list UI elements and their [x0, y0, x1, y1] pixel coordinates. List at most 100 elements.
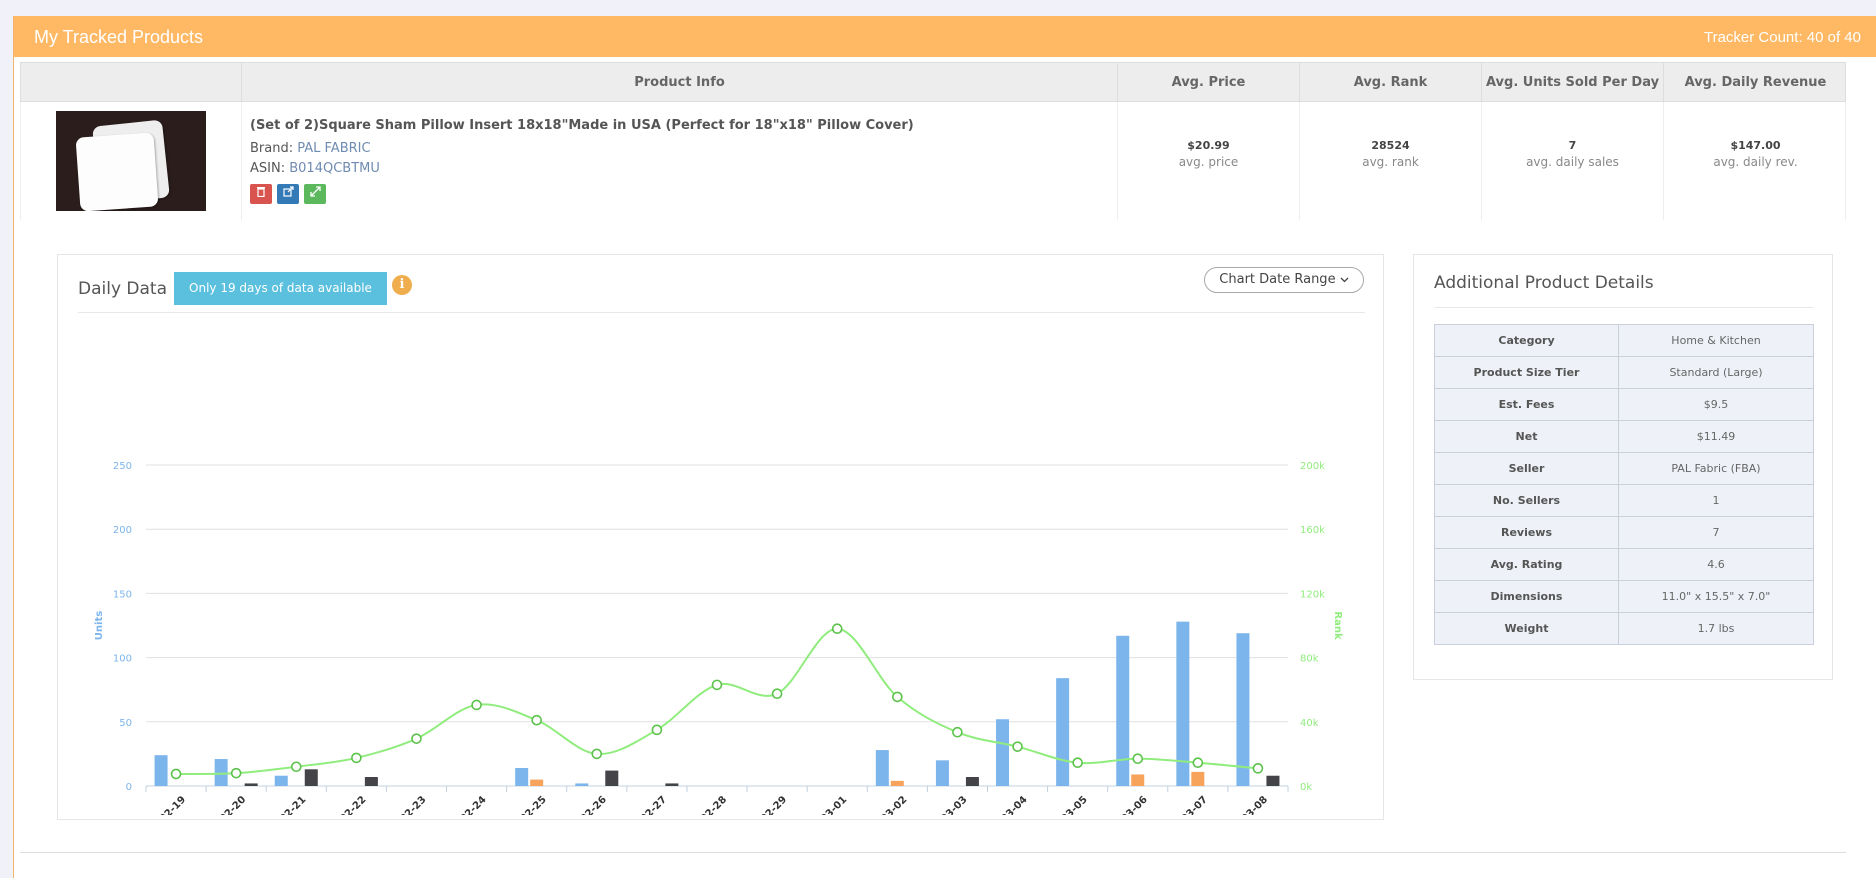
details-row: Avg. Rating 4.6 — [1434, 548, 1814, 581]
external-link-icon — [282, 186, 294, 197]
details-value: Standard (Large) — [1618, 356, 1814, 389]
y2-tick-label: 0k — [1300, 782, 1312, 793]
header-product-info: Product Info — [241, 63, 1117, 103]
daily-data-chart: 0 50 100 150 200 250 0k 40k 80k 120k 160k 200k Units… — [94, 461, 1343, 815]
avg-units-value: 7 — [1568, 139, 1577, 152]
rank-point — [591, 748, 603, 760]
x-tick-label: 2016-03-08 — [1217, 794, 1270, 815]
rank-point — [471, 699, 482, 711]
bar-dark — [965, 777, 979, 786]
product-image-cell — [21, 102, 241, 220]
x-tick-label: 2016-02-20 — [195, 794, 248, 815]
details-key: Weight — [1434, 612, 1619, 645]
x-tick-label: 2016-03-06 — [1097, 794, 1150, 815]
y2-tick-label: 40k — [1300, 718, 1319, 729]
details-key: Dimensions — [1434, 580, 1619, 613]
header-avg-price: Avg. Price — [1117, 63, 1299, 103]
y2-tick-label: 120k — [1300, 589, 1325, 600]
rank-point — [831, 623, 843, 635]
x-tick-label: 2016-02-26 — [556, 794, 609, 815]
details-value: Home & Kitchen — [1618, 324, 1814, 357]
details-key: Avg. Rating — [1434, 548, 1619, 581]
product-info-cell: (Set of 2)Square Sham Pillow Insert 18x1… — [241, 102, 1117, 220]
open-product-button[interactable] — [277, 184, 299, 204]
y-tick-label: 50 — [119, 718, 132, 729]
details-value: 7 — [1618, 516, 1814, 549]
table-row: (Set of 2)Square Sham Pillow Insert 18x1… — [20, 102, 1846, 220]
details-row: Reviews 7 — [1434, 516, 1814, 549]
bar-orange — [530, 779, 544, 786]
delete-button[interactable] — [250, 184, 272, 204]
x-tick-label: 2016-02-22 — [315, 794, 368, 815]
bar-dark — [244, 783, 258, 786]
x-tick-label: 2016-02-19 — [135, 794, 188, 815]
details-row: Category Home & Kitchen — [1434, 324, 1814, 357]
card-divider — [78, 312, 1365, 313]
details-row: Seller PAL Fabric (FBA) — [1434, 452, 1814, 485]
product-asin: ASIN: B014QCBTMU — [250, 161, 380, 176]
details-value: 1 — [1618, 484, 1814, 517]
bar-dark — [605, 770, 619, 786]
product-thumbnail[interactable] — [56, 111, 206, 211]
details-row: Net $11.49 — [1434, 420, 1814, 453]
info-icon[interactable]: i — [392, 275, 412, 295]
avg-rank-cell: 28524 avg. rank — [1299, 102, 1481, 220]
rank-point — [711, 679, 723, 691]
y-tick-label: 150 — [113, 589, 132, 600]
rank-line — [176, 627, 1259, 775]
bar-dark — [665, 783, 679, 786]
details-row: Weight 1.7 lbs — [1434, 612, 1814, 645]
pillow-front — [75, 132, 159, 211]
x-tick-label: 2016-02-27 — [616, 794, 669, 815]
bar-blue — [1236, 633, 1250, 786]
rank-point — [1072, 757, 1083, 769]
table-header: Product Info Avg. Price Avg. Rank Avg. U… — [20, 62, 1847, 103]
details-value: 4.6 — [1618, 548, 1814, 581]
x-tick-label: 2016-02-28 — [676, 794, 729, 815]
rank-point — [351, 752, 362, 764]
bar-blue — [575, 783, 589, 786]
details-row: Product Size Tier Standard (Large) — [1434, 356, 1814, 389]
rank-point — [892, 691, 903, 703]
asin-label: ASIN: — [250, 161, 286, 176]
details-value: 1.7 lbs — [1618, 612, 1814, 645]
avg-price-cell: $20.99 avg. price — [1117, 102, 1299, 220]
y2-tick-label: 200k — [1300, 461, 1325, 472]
daily-data-card: Daily Data Only 19 days of data availabl… — [57, 254, 1384, 820]
y2-axis-label: Rank — [1332, 611, 1343, 640]
avg-revenue-label: avg. daily rev. — [1713, 155, 1798, 169]
bar-dark — [304, 769, 318, 786]
details-title: Additional Product Details — [1434, 273, 1654, 293]
avg-units-cell: 7 avg. daily sales — [1481, 102, 1663, 220]
avg-units-label: avg. daily sales — [1526, 155, 1619, 169]
brand-link[interactable]: PAL FABRIC — [297, 141, 371, 156]
bar-orange — [1191, 771, 1205, 786]
x-tick-label: 2016-02-29 — [736, 794, 789, 815]
panel-title: My Tracked Products — [34, 27, 204, 47]
rank-point — [170, 768, 182, 780]
rank-point — [531, 714, 542, 726]
rank-point — [1192, 757, 1204, 769]
chart-date-range-label: Chart Date Range — [1219, 272, 1336, 287]
bar-dark — [1266, 775, 1280, 786]
y-tick-label: 100 — [113, 654, 132, 665]
expand-button[interactable] — [304, 184, 326, 204]
avg-revenue-cell: $147.00 avg. daily rev. — [1663, 102, 1847, 220]
rank-point — [651, 724, 663, 736]
bar-blue — [1116, 635, 1130, 786]
y-axis-label: Units — [94, 611, 105, 640]
brand-label: Brand: — [250, 141, 294, 156]
y-tick-label: 0 — [126, 782, 132, 793]
bar-blue — [1176, 621, 1190, 786]
details-row: Est. Fees $9.5 — [1434, 388, 1814, 421]
details-value: $9.5 — [1618, 388, 1814, 421]
x-tick-label: 2016-03-05 — [1037, 794, 1090, 815]
details-value: PAL Fabric (FBA) — [1618, 452, 1814, 485]
chevron-down-icon — [1340, 277, 1349, 283]
bar-blue — [515, 768, 529, 786]
details-key: Est. Fees — [1434, 388, 1619, 421]
chart-date-range-button[interactable]: Chart Date Range — [1204, 267, 1364, 293]
header-avg-revenue: Avg. Daily Revenue — [1663, 63, 1847, 103]
asin-link[interactable]: B014QCBTMU — [289, 161, 380, 176]
details-key: Category — [1434, 324, 1619, 357]
